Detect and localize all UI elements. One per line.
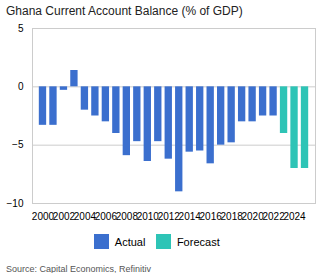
svg-text:2018: 2018: [221, 211, 244, 222]
svg-text:0: 0: [18, 81, 24, 92]
html-text:Actual: Actual: [114, 235, 146, 248]
svg-text:5: 5: [18, 23, 24, 34]
svg-text:−5: −5: [12, 139, 24, 150]
svg-text:2016: 2016: [200, 211, 223, 222]
html-text:Forecast: Forecast: [176, 235, 220, 248]
svg-text:2002: 2002: [53, 211, 76, 222]
html-text:Ghana Current Account Balance: Ghana Current Account Balance (% of GDP): [6, 4, 243, 18]
svg-text:2010: 2010: [137, 211, 160, 222]
html-text:Source: Capital Economics, Ref: Source: Capital Economics, Refinitiv: [6, 263, 152, 273]
svg-text:2004: 2004: [74, 211, 97, 222]
svg-text:2022: 2022: [262, 211, 285, 222]
svg-text:2020: 2020: [241, 211, 264, 222]
svg-text:−10: −10: [7, 198, 24, 209]
svg-text:2006: 2006: [95, 211, 118, 222]
svg-text:2000: 2000: [32, 211, 55, 222]
svg-text:2008: 2008: [116, 211, 139, 222]
svg-text:2012: 2012: [158, 211, 181, 222]
svg-text:2024: 2024: [283, 211, 306, 222]
svg-text:2014: 2014: [179, 211, 202, 222]
